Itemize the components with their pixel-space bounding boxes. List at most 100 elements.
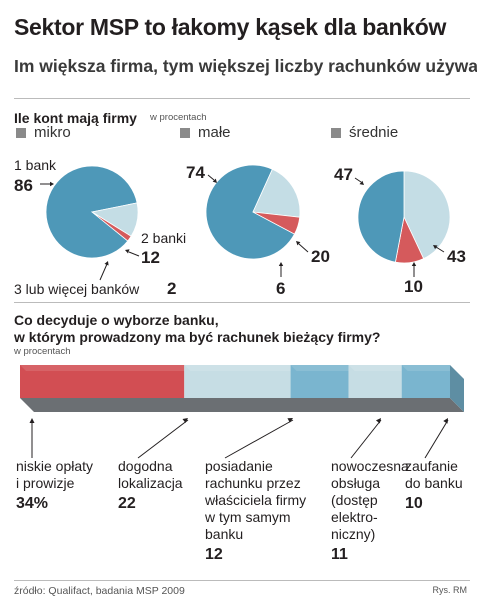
slice-two-banks	[252, 168, 301, 218]
legend-label: średnie	[349, 124, 399, 141]
section1-question: Ile kont mają firmy	[14, 110, 137, 126]
bar-category-label: zaufanie	[405, 458, 458, 474]
bar-value-label: 11	[331, 546, 348, 563]
bar-category-label: właściciela firmy	[205, 492, 307, 508]
bar-value-label: 12	[205, 546, 223, 563]
pie-category-label: 2 banki	[141, 230, 186, 246]
credit-note: Rys. RM	[432, 585, 468, 595]
bar-category-label: i prowizje	[16, 475, 75, 491]
slice-three-plus-banks	[91, 211, 132, 242]
leader-line	[224, 419, 294, 459]
leader-line	[435, 246, 445, 253]
pie-średnie	[357, 170, 451, 264]
bar-segment-shade	[20, 365, 191, 371]
legend-label: małe	[198, 124, 231, 141]
leader-arrow	[296, 241, 301, 246]
leader-arrow	[287, 418, 293, 423]
leader-arrow	[125, 249, 130, 254]
bar-category-label: obsługa	[331, 475, 381, 491]
leader-arrow	[433, 245, 438, 250]
bar-category-label: do banku	[405, 475, 463, 491]
bar-category-label: niczny)	[331, 526, 376, 542]
pie-value-label: 86	[14, 176, 33, 195]
leader-line	[207, 174, 215, 181]
leader-arrow	[50, 181, 54, 187]
bar-segment-label-block: zaufanie do banku 10	[405, 458, 463, 512]
bar-segment-label-block: dogodna lokalizacja 22	[118, 458, 183, 512]
legend-swatch	[331, 127, 341, 138]
bar-value-label: 22	[118, 495, 136, 512]
slice-one-bank	[205, 164, 296, 260]
leader-line	[350, 419, 382, 459]
leader-line	[354, 177, 362, 183]
pie-charts: 1 bank 86 2 banki 123 lub więcej banków 2 74 2…	[14, 157, 466, 298]
bar-category-label: dogodna	[118, 458, 173, 474]
bar-group	[20, 365, 464, 412]
pie-value-label: 12	[141, 248, 160, 267]
leader-line	[137, 419, 189, 459]
leader-arrow	[182, 418, 188, 424]
slice-two-banks	[403, 170, 451, 260]
leader-line	[99, 263, 108, 281]
pie-category-label: 1 bank	[14, 157, 57, 173]
leader-arrow	[278, 262, 284, 266]
bar-segment	[184, 365, 291, 398]
divider	[14, 580, 470, 581]
bar-segment	[20, 365, 185, 398]
leader-arrow	[359, 180, 364, 185]
legend-item-male: małe	[180, 124, 231, 141]
legend-swatch	[180, 127, 190, 138]
bar-segment-label-block: posiadanie rachunku przez właściciela firm…	[205, 458, 306, 563]
page-subtitle: Im większa firma, tym większej liczby ra…	[14, 56, 477, 76]
leader-line	[424, 419, 449, 459]
bar-segment-shade	[290, 365, 355, 371]
bar-category-label: niskie opłaty	[16, 458, 94, 474]
legend-label: mikro	[34, 124, 71, 141]
leader-arrow	[29, 418, 35, 423]
pie-value-label: 47	[334, 165, 353, 184]
divider	[14, 98, 470, 99]
section1-unit: w procentach	[150, 112, 207, 123]
leader-arrow	[104, 261, 109, 266]
leader-arrow	[375, 418, 381, 424]
bar-category-label: rachunku przez	[205, 475, 301, 491]
bar-segment-label-block: niskie opłaty i prowizje 34%	[16, 458, 93, 512]
pie-category-label: 3 lub więcej banków	[14, 281, 140, 297]
section2-unit: w procentach	[14, 346, 71, 357]
bar-segment-shade	[348, 365, 408, 371]
pie-value-label: 43	[447, 247, 466, 266]
pie-mikro	[45, 165, 139, 259]
pie-małe	[205, 164, 301, 260]
legend-item-srednie: średnie	[331, 124, 398, 141]
leader-line	[128, 251, 140, 257]
legend-item-mikro: mikro	[16, 124, 71, 141]
section2-question-line1: Co decyduje o wyborze banku,	[14, 312, 219, 328]
bar-end-face	[450, 365, 464, 412]
leader-arrow	[443, 418, 448, 424]
section2-question-line2: w którym prowadzony ma być rachunek bież…	[14, 329, 381, 345]
bar-segment	[401, 365, 450, 398]
leader-arrow	[411, 262, 417, 266]
slice-one-bank	[357, 170, 405, 263]
bar-segment-shade	[184, 365, 297, 371]
bar-segment-label-block: nowoczesna obsługa (dostęp elektro-niczny) 1…	[331, 458, 409, 563]
leader-line	[298, 243, 309, 253]
bar-bottom-face	[20, 398, 464, 412]
bar-value-label: 34%	[16, 495, 49, 512]
pie-value-label: 74	[186, 163, 205, 182]
bar-category-label: lokalizacja	[118, 475, 183, 491]
legend-swatch	[16, 127, 26, 138]
bar-value-label: 10	[405, 495, 423, 512]
page-title: Sektor MSP to łakomy kąsek dla banków	[14, 14, 447, 40]
source-note: źródło: Qualifact, badania MSP 2009	[14, 585, 185, 597]
section2-question: Co decyduje o wyborze banku, w którym pr…	[14, 312, 380, 346]
bar-segment	[348, 365, 402, 398]
bar-category-label: banku	[205, 526, 244, 542]
pie-value-label: 10	[404, 277, 423, 296]
pie-value-label: 20	[311, 247, 330, 266]
bar-category-label: elektro-	[331, 509, 378, 525]
bar-category-label: posiadanie	[205, 458, 273, 474]
pie-value-label: 6	[276, 279, 285, 298]
bar-segment-shade	[401, 365, 456, 371]
bar-category-label: (dostęp	[331, 492, 378, 508]
